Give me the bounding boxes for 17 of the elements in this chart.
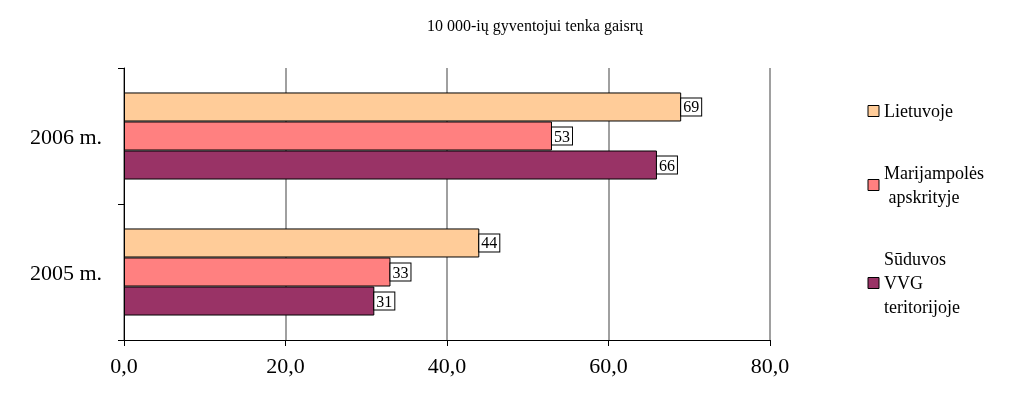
x-tick-label: 20,0 [266,352,305,378]
data-label: 66 [658,156,675,174]
data-label: 69 [683,98,700,116]
x-tick-label: 40,0 [427,352,467,378]
x-tick-label: 80,0 [750,352,790,378]
legend-label: Sūduvos VVG teritorijoje [884,249,960,317]
chart-title: 10 000-ių gyventojui tenka gaisrų [427,16,644,35]
x-tick-label: 0,0 [110,352,138,378]
legend-label: Lietuvoje [884,101,953,121]
data-label: 53 [553,127,570,145]
data-label: 44 [481,234,498,252]
y-tick-label: 2006 m. [29,123,102,149]
y-tick-label: 2005 m. [29,259,102,285]
x-tick-label: 60,0 [589,352,628,378]
data-label: 31 [376,292,393,310]
data-label: 33 [392,263,409,281]
legend-label: Marijampolės apskrityje [884,163,984,207]
